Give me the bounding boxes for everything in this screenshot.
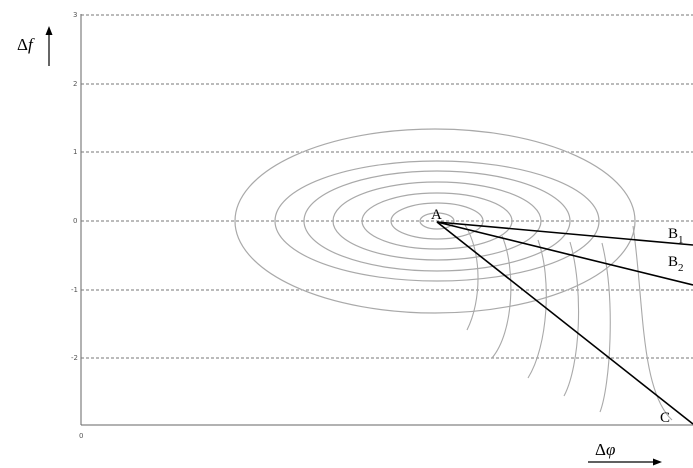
level-curve (419, 212, 455, 230)
x-tick-label: 0 (79, 432, 83, 440)
point-label-a: A (431, 207, 442, 223)
level-curve (332, 181, 542, 261)
point-label-c: C (660, 410, 670, 426)
ray-a-b1 (436, 221, 693, 246)
level-curve (274, 160, 600, 282)
trajectory-curve (464, 224, 479, 331)
level-curve (361, 192, 513, 250)
y-tick-label: 1 (73, 148, 77, 156)
trajectory-curve (563, 241, 580, 397)
y-tick-label: 3 (73, 11, 77, 19)
y-axis-arrow-icon (45, 26, 53, 66)
level-curves (234, 128, 636, 314)
y-tick-label: 2 (73, 80, 77, 88)
ray-a-b2 (436, 221, 693, 286)
point-label-b1: B1 (668, 226, 684, 246)
trajectory-curve (527, 239, 547, 379)
ray-a-c (436, 221, 693, 425)
rays (436, 221, 693, 425)
trajectory-curves (464, 224, 673, 421)
trajectory-curve (599, 242, 611, 413)
point-label-b2: B2 (668, 254, 684, 274)
trajectory-curve (491, 235, 512, 359)
x-axis-title: Δφ (595, 440, 615, 459)
grid-lines (81, 14, 693, 359)
x-axis-arrow-icon (588, 458, 662, 466)
y-tick-label: 0 (73, 217, 77, 225)
y-tick-label: -1 (71, 286, 78, 294)
level-curve (390, 202, 484, 240)
trajectory-curve (632, 225, 673, 421)
level-curve (234, 128, 636, 314)
y-axis-title: Δf (17, 35, 35, 54)
y-tick-label: -2 (71, 354, 78, 362)
level-curve (303, 170, 571, 272)
y-tick-labels: 3 2 1 0 -1 -2 (71, 11, 78, 362)
